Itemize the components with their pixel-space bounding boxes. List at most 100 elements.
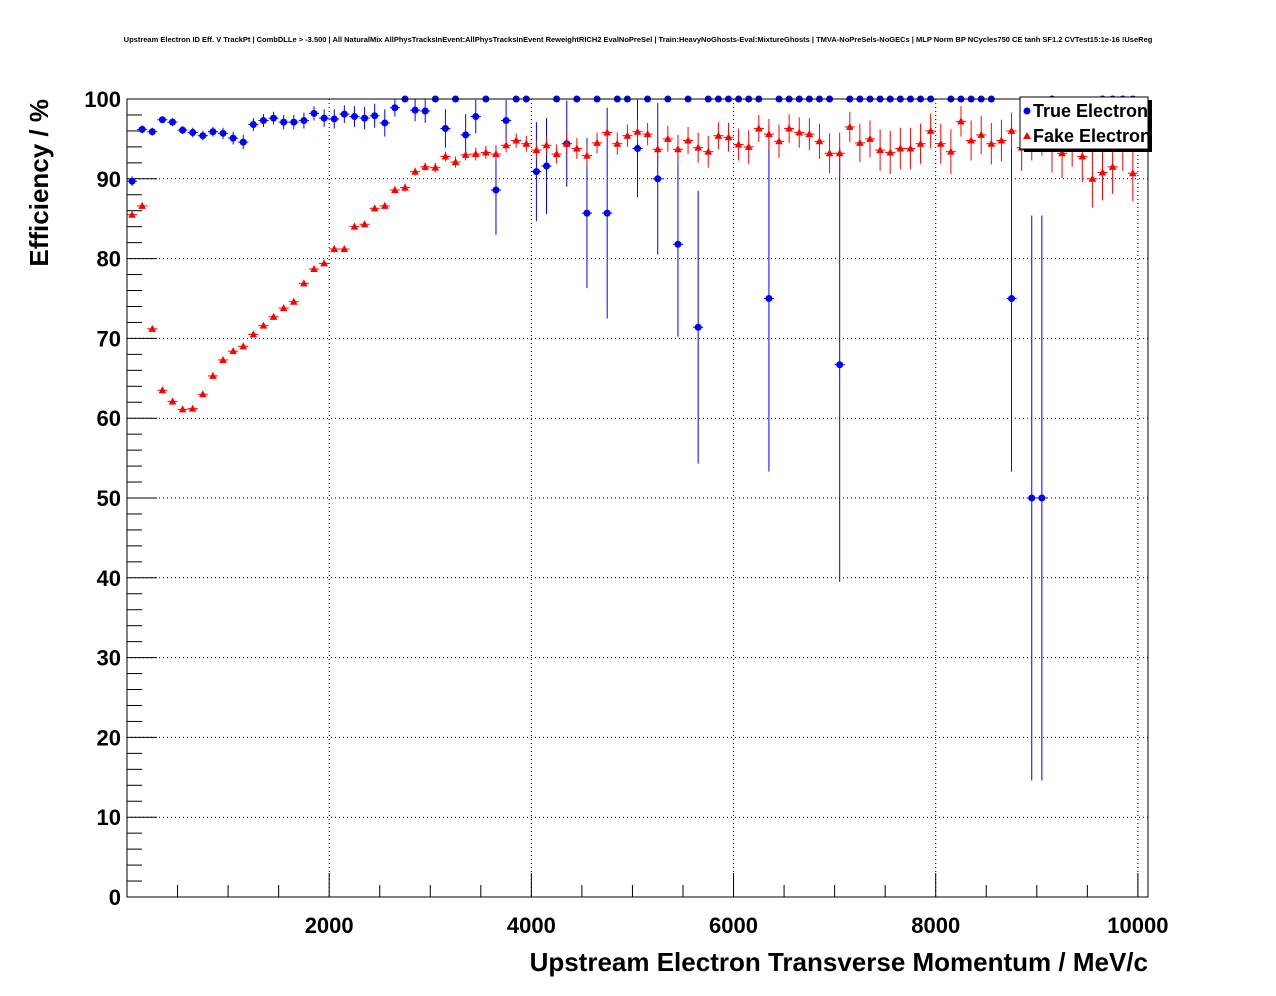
plot-frame <box>126 98 1149 898</box>
true-electron-point <box>179 126 187 134</box>
true-electron-point <box>158 116 166 124</box>
fake-electron-point <box>542 141 551 149</box>
y-tick-label: 70 <box>97 326 121 351</box>
fake-electron-point <box>148 324 157 332</box>
fake-electron-point <box>603 128 611 136</box>
x-tick-label: 4000 <box>507 913 556 938</box>
fake-electron-point <box>987 139 996 147</box>
fake-electron-point <box>866 134 874 142</box>
fake-electron-point <box>502 141 510 149</box>
fake-electron-point <box>957 117 965 125</box>
fake-electron-point <box>350 222 359 230</box>
y-tick-label: 10 <box>97 805 121 830</box>
fake-electron-point <box>623 131 632 139</box>
fake-electron-point <box>704 147 713 155</box>
fake-electron-point <box>714 131 723 139</box>
fake-electron-point <box>411 167 419 175</box>
true-electron-point <box>411 106 419 114</box>
x-tick-label: 8000 <box>911 913 960 938</box>
true-electron-point <box>229 134 237 142</box>
fake-electron-point <box>199 390 207 398</box>
y-tick-label: 0 <box>109 885 121 910</box>
true-electron-point <box>138 125 146 133</box>
fake-electron-point <box>825 149 834 157</box>
x-tick-label: 6000 <box>709 913 758 938</box>
fake-electron-point <box>664 134 672 142</box>
fake-electron-point <box>815 137 824 145</box>
true-electron-point <box>674 240 682 248</box>
fake-electron-point <box>1058 149 1066 157</box>
grid-lines <box>127 99 1148 897</box>
fake-electron-point <box>259 321 268 329</box>
series-error-bars <box>127 98 1138 781</box>
fake-electron-point <box>188 404 197 412</box>
legend-box <box>1019 96 1149 150</box>
true-electron-point <box>634 144 641 152</box>
true-electron-point <box>836 361 844 369</box>
true-electron-point <box>148 128 156 136</box>
fake-electron-point <box>441 152 450 160</box>
fake-electron-point <box>755 124 763 132</box>
fake-electron-point <box>967 136 975 144</box>
chart-title: Upstream Electron ID Eff. V TrackPt | Co… <box>124 35 1153 44</box>
fake-electron-point <box>805 130 814 138</box>
fake-electron-point <box>471 150 480 158</box>
true-electron-point <box>350 113 358 121</box>
y-tick-label: 100 <box>84 87 121 112</box>
fake-electron-point <box>552 150 561 158</box>
fake-electron-point <box>856 138 864 146</box>
true-electron-point <box>603 209 611 217</box>
true-electron-point <box>300 117 308 125</box>
true-electron-point <box>765 295 773 302</box>
true-electron-point <box>502 117 510 125</box>
true-electron-point <box>168 118 176 126</box>
fake-electron-point <box>158 386 167 394</box>
fake-electron-point <box>926 126 935 134</box>
fake-electron-point <box>947 147 955 155</box>
series-markers <box>128 95 1137 502</box>
fake-electron-point <box>461 150 470 158</box>
fake-electron-point <box>977 130 986 138</box>
fake-electron-point <box>886 148 895 156</box>
fake-electron-point <box>431 163 440 171</box>
true-electron-point <box>1008 295 1016 302</box>
true-electron-point <box>391 104 399 112</box>
fake-electron-point <box>876 146 884 154</box>
x-tick-label: 10000 <box>1107 913 1168 938</box>
fake-electron-point <box>391 185 399 193</box>
y-tick-label: 60 <box>97 406 121 431</box>
true-electron-point <box>239 138 247 146</box>
fake-electron-point <box>249 330 258 338</box>
y-tick-label: 20 <box>97 725 121 750</box>
true-electron-point <box>128 177 136 185</box>
fake-electron-point <box>512 136 520 144</box>
true-electron-point <box>1028 494 1036 502</box>
true-electron-point <box>694 323 702 331</box>
fake-electron-point <box>320 259 328 267</box>
true-electron-point <box>189 129 197 137</box>
fake-electron-point <box>482 148 490 156</box>
fake-electron-point <box>229 347 237 355</box>
true-electron-point <box>462 131 470 139</box>
true-electron-point <box>1038 494 1046 502</box>
legend-label-fake-electron: Fake Electron <box>1033 126 1151 146</box>
y-axis-title: Efficiency / % <box>24 99 54 267</box>
y-axis: 0 10 20 30 40 50 60 70 80 90 100 <box>84 87 157 910</box>
true-electron-point <box>492 186 500 194</box>
true-electron-point <box>290 118 298 126</box>
fake-electron-point <box>138 201 146 209</box>
true-electron-point <box>209 128 217 136</box>
fake-electron-point <box>775 137 783 145</box>
fake-electron-point <box>643 130 652 138</box>
fake-electron-point <box>1088 174 1097 182</box>
true-electron-point <box>270 114 278 122</box>
fake-electron-point <box>522 139 531 147</box>
fake-electron-point <box>289 297 298 305</box>
fake-electron-point <box>684 136 692 144</box>
true-electron-point <box>421 107 429 115</box>
fake-electron-point <box>724 133 733 141</box>
true-electron-point <box>543 162 551 170</box>
fake-electron-point <box>209 371 217 379</box>
fake-electron-point <box>269 312 278 320</box>
true-electron-point <box>583 209 591 217</box>
